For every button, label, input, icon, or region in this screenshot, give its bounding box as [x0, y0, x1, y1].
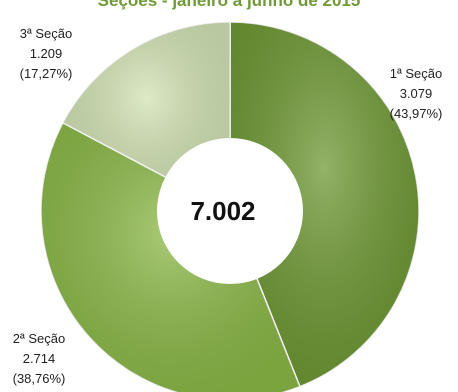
donut-hole [157, 138, 303, 284]
slice-2-value: 2.714 [23, 351, 56, 366]
slice-2-name: 2ª Seção [13, 331, 66, 346]
slice-1-percent: (43,97%) [390, 106, 443, 121]
slice-1-name: 1ª Seção [390, 66, 443, 81]
slice-3-label: 3ª Seção 1.209 (17,27%) [20, 26, 73, 81]
slice-3-name: 3ª Seção [20, 26, 73, 41]
slice-1-label: 1ª Seção 3.079 (43,97%) [390, 66, 443, 121]
slice-2-percent: (38,76%) [13, 371, 66, 386]
slice-3-percent: (17,27%) [20, 66, 73, 81]
slice-1-shading [230, 22, 420, 387]
chart-title: Seções - janeiro a junho de 2015 [97, 0, 361, 10]
slice-3-value: 1.209 [30, 46, 63, 61]
slice-2-label: 2ª Seção 2.714 (38,76%) [13, 331, 66, 386]
slices-group [40, 21, 420, 392]
center-total-label: 7.002 [190, 196, 255, 226]
slice-2-shading [41, 122, 300, 392]
slice-1-value: 3.079 [400, 86, 433, 101]
